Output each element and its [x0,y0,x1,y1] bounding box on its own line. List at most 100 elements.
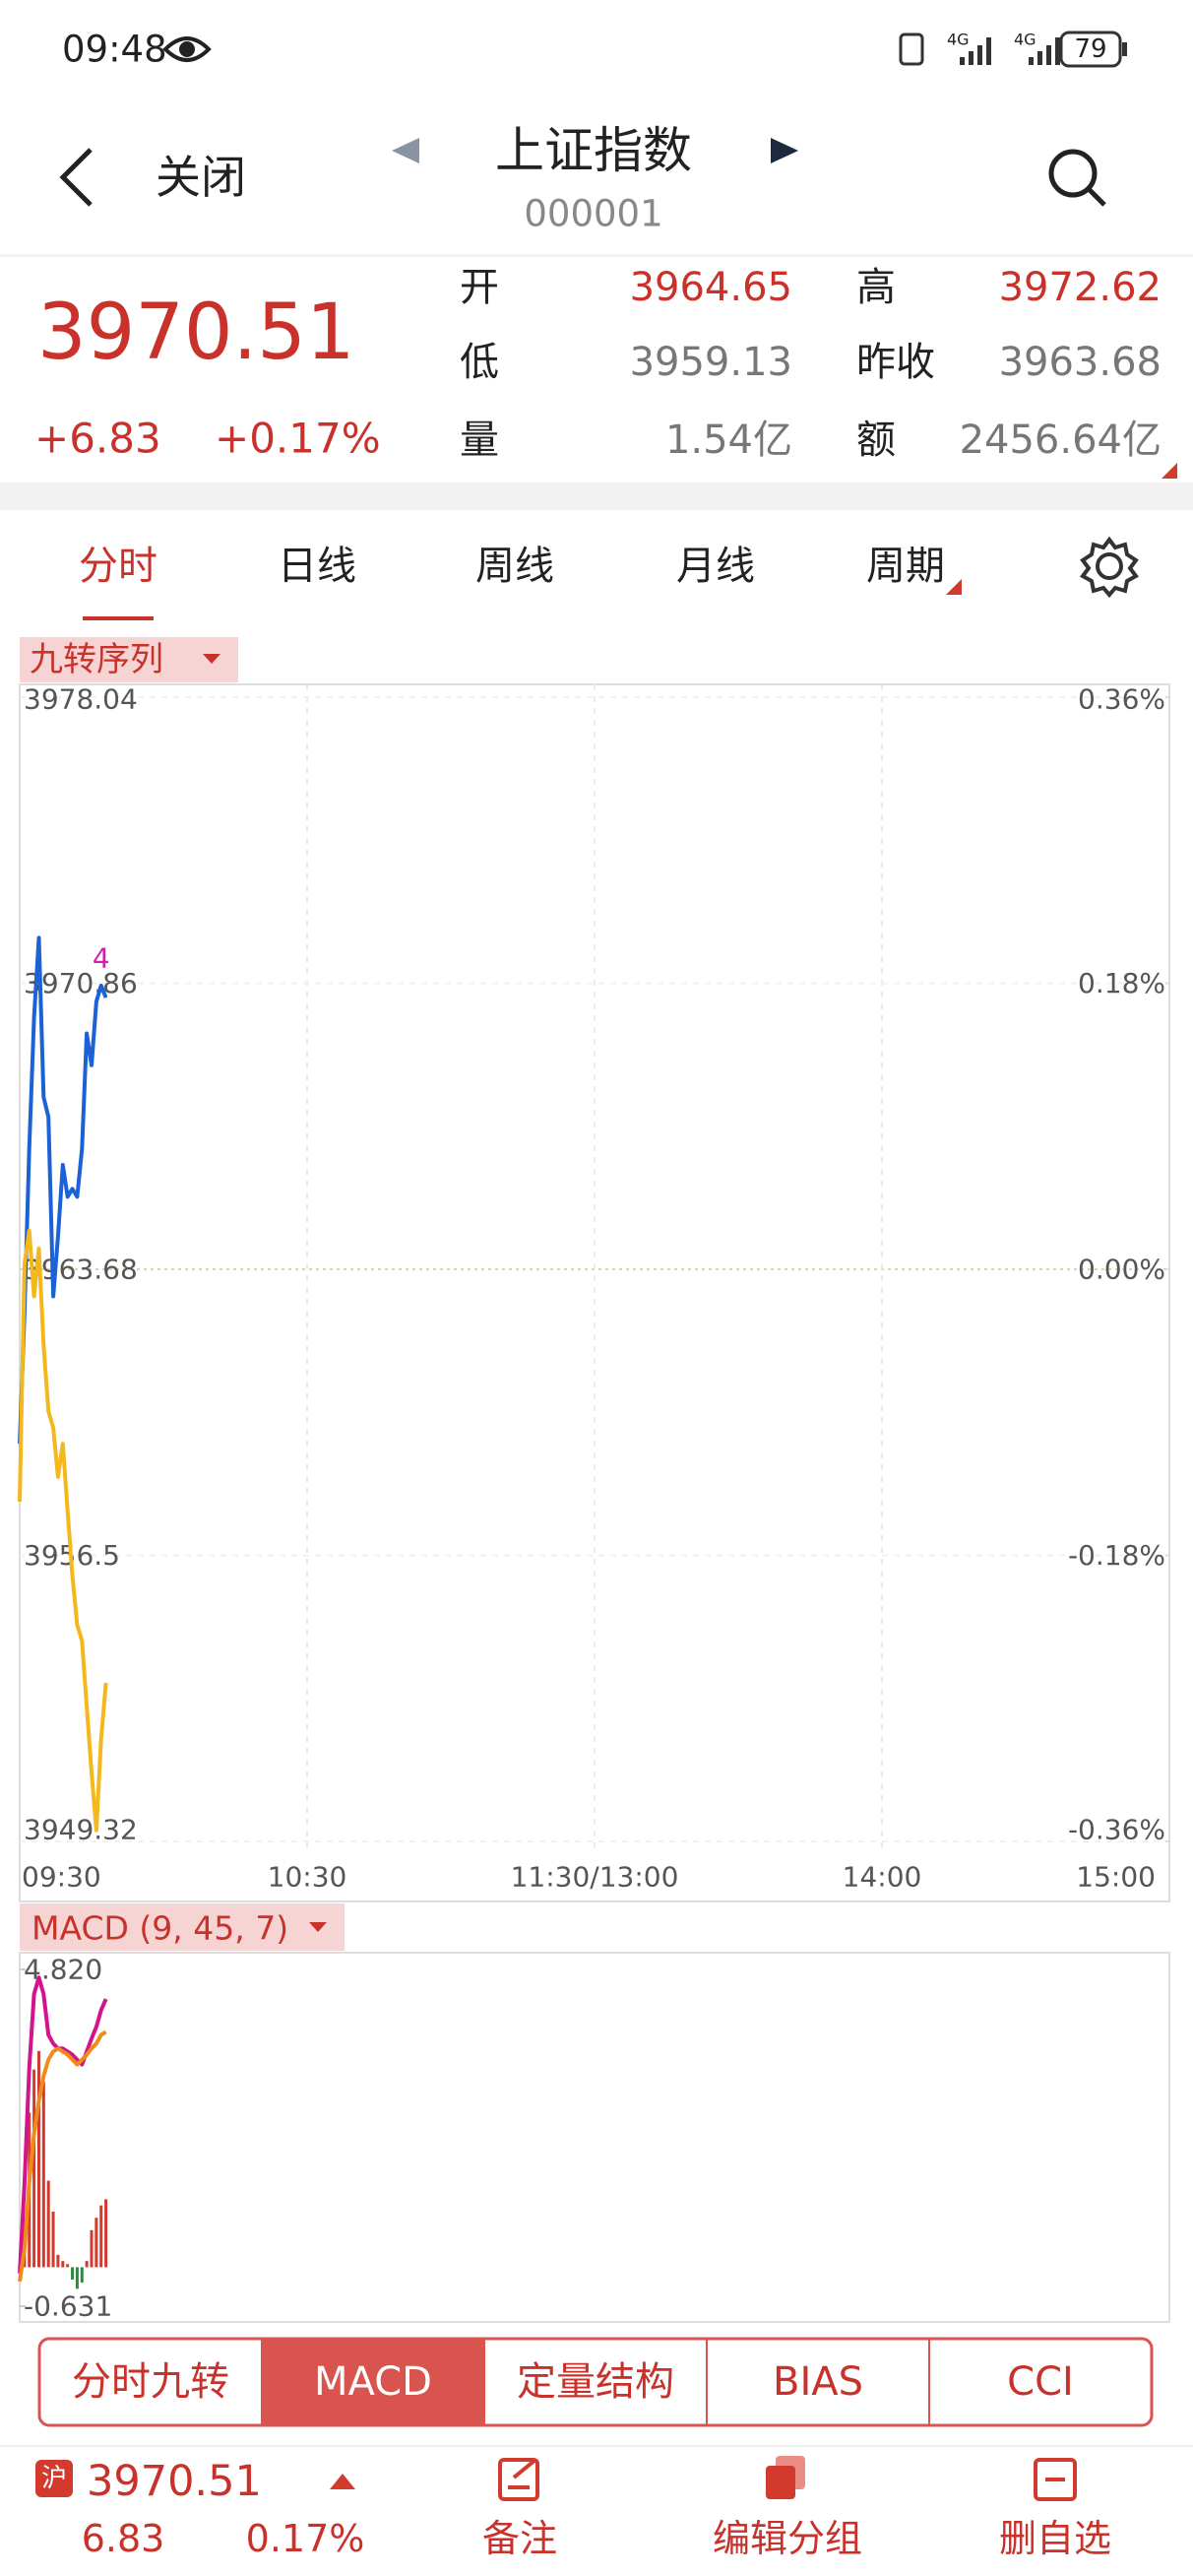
macd-bar [94,2218,98,2268]
quote-value: 2456.64亿 [960,418,1162,463]
series-line [18,1975,108,2274]
price-change: +6.83 [34,415,161,463]
divider [0,2445,1193,2447]
market-badge [35,2460,73,2497]
period-tab[interactable]: 分时 [79,544,157,589]
action-label[interactable]: 删自选 [999,2517,1111,2560]
x-tick-label: 15:00 [1076,1861,1156,1894]
y-tick-label: 4.820 [24,1954,102,1986]
indicator-tab[interactable]: MACD [314,2359,432,2405]
series-line [18,935,108,1445]
period-tab[interactable]: 月线 [676,544,755,589]
period-tab[interactable]: 日线 [278,544,356,589]
indicator-tab[interactable]: BIAS [773,2359,863,2405]
battery-level: 79 [1074,34,1106,64]
indicator-tab[interactable]: 分时九转 [72,2359,229,2405]
up-arrow [330,2474,355,2489]
x-tick-label: 14:00 [843,1861,922,1894]
macd-bar [85,2261,89,2268]
net-label: 4G [947,31,970,49]
quote-value: 3963.68 [999,340,1162,385]
note-icon[interactable] [498,2458,539,2501]
macd-bar [80,2267,84,2284]
indicator-tab[interactable]: CCI [1007,2359,1074,2405]
signal-label: 4 [93,941,110,974]
macd-bar [90,2229,94,2268]
indicator-selector[interactable] [20,637,238,682]
y2-tick-label: 0.36% [1078,683,1165,716]
macd-bar [46,2180,50,2268]
y2-tick-label: -0.36% [1068,1814,1165,1846]
tab-underline [83,616,154,620]
y-tick-label: 3978.04 [24,683,138,716]
quote-value: 3972.62 [999,265,1162,310]
y2-tick-label: 0.00% [1078,1254,1165,1286]
dropdown-arrow [309,1922,327,1932]
macd-bar [71,2267,75,2280]
period-tab[interactable]: 周期 [866,544,945,589]
macd-bar [51,2211,55,2268]
macd-bar [56,2254,60,2268]
macd-name[interactable]: MACD (9, 45, 7) [31,1909,288,1948]
battery-tip [1122,42,1127,56]
quote-label: 开 [460,265,499,310]
bottom-price: 3970.51 [87,2457,262,2506]
delete-icon[interactable] [1034,2458,1077,2501]
indicator-name[interactable]: 九转序列 [30,640,163,679]
x-tick-label: 09:30 [22,1861,101,1894]
period-corner [946,579,962,595]
settings-button[interactable] [1080,536,1139,599]
quote-label: 低 [460,340,499,385]
indicator-tab-active [262,2339,484,2425]
y2-tick-label: -0.18% [1068,1539,1165,1572]
y-tick-label: 3963.68 [24,1254,138,1286]
x-tick-label: 10:30 [268,1861,347,1894]
quote-label: 额 [856,418,896,463]
quote-label: 高 [856,265,896,310]
prev-button[interactable] [392,138,419,163]
divider [0,254,1193,257]
macd-bar [61,2261,65,2268]
macd-bar [36,2050,40,2268]
y-tick-label: 3970.86 [24,967,138,999]
indicator-tab[interactable]: 定量结构 [517,2359,674,2405]
battery-icon [1059,31,1122,68]
stock-code: 000001 [524,193,662,235]
x-tick-label: 11:30/13:00 [511,1861,679,1894]
last-price: 3970.51 [37,289,355,377]
series-line [18,1228,108,1833]
macd-bar [75,2267,79,2289]
period-tab[interactable]: 周线 [475,544,554,589]
macd-frame [19,1952,1170,2323]
market-label: 沪 [41,2464,67,2493]
quote-label: 昨收 [856,340,935,385]
eye-icon [162,36,212,62]
back-button[interactable] [59,148,93,207]
bottom-change-pct: 0.17% [246,2517,365,2560]
price-change-pct: +0.17% [215,415,381,463]
more-corner[interactable] [1162,463,1177,479]
y-tick-label: -0.631 [24,2290,112,2323]
stock-title: 上证指数 [495,122,692,179]
next-button[interactable] [771,138,798,163]
action-label[interactable]: 编辑分组 [713,2517,862,2560]
macd-bar [32,2069,36,2268]
quote-value: 3959.13 [630,340,792,385]
quote-value: 3964.65 [630,265,792,310]
bottom-change: 6.83 [82,2517,165,2560]
search-button[interactable] [1048,149,1106,207]
quote-value: 1.54亿 [665,418,792,463]
net-label: 4G [1014,31,1036,49]
macd-selector[interactable] [20,1903,345,1951]
y-tick-label: 3949.32 [24,1814,138,1846]
divider [0,483,1193,510]
signal-icons: 4G 4G [899,31,1060,66]
y2-tick-label: 0.18% [1078,967,1165,999]
group-icon[interactable] [766,2456,805,2499]
close-button[interactable]: 关闭 [156,151,246,204]
action-label[interactable]: 备注 [482,2517,557,2560]
macd-bar [66,2264,70,2268]
macd-bar [104,2199,108,2268]
